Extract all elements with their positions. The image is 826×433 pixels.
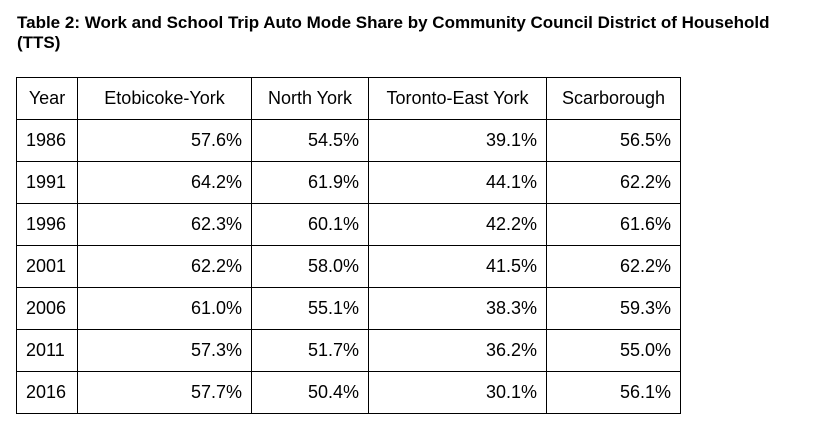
cell-scarborough: 61.6%: [546, 203, 681, 246]
header-toronto-east-york: Toronto-East York: [368, 77, 547, 120]
table-row: 2001 62.2% 58.0% 41.5% 62.2%: [16, 245, 681, 288]
cell-etobicoke-york: 61.0%: [77, 287, 252, 330]
table-title: Table 2: Work and School Trip Auto Mode …: [17, 13, 770, 52]
cell-scarborough: 62.2%: [546, 245, 681, 288]
cell-toronto-east-york: 39.1%: [368, 119, 547, 162]
cell-year: 1996: [16, 203, 78, 246]
cell-scarborough: 55.0%: [546, 329, 681, 372]
cell-scarborough: 59.3%: [546, 287, 681, 330]
table-header-row: Year Etobicoke-York North York Toronto-E…: [16, 77, 681, 120]
table-row: 1996 62.3% 60.1% 42.2% 61.6%: [16, 203, 681, 246]
cell-north-york: 58.0%: [251, 245, 369, 288]
cell-etobicoke-york: 57.6%: [77, 119, 252, 162]
cell-toronto-east-york: 41.5%: [368, 245, 547, 288]
cell-etobicoke-york: 57.3%: [77, 329, 252, 372]
cell-year: 2006: [16, 287, 78, 330]
header-etobicoke-york: Etobicoke-York: [77, 77, 252, 120]
cell-north-york: 55.1%: [251, 287, 369, 330]
header-north-york: North York: [251, 77, 369, 120]
table-row: 1986 57.6% 54.5% 39.1% 56.5%: [16, 119, 681, 162]
table-row: 2016 57.7% 50.4% 30.1% 56.1%: [16, 371, 681, 414]
cell-year: 2001: [16, 245, 78, 288]
cell-north-york: 51.7%: [251, 329, 369, 372]
cell-etobicoke-york: 57.7%: [77, 371, 252, 414]
cell-scarborough: 56.5%: [546, 119, 681, 162]
mode-share-table: Year Etobicoke-York North York Toronto-E…: [16, 77, 681, 414]
cell-etobicoke-york: 62.2%: [77, 245, 252, 288]
cell-north-york: 54.5%: [251, 119, 369, 162]
cell-toronto-east-york: 42.2%: [368, 203, 547, 246]
cell-scarborough: 62.2%: [546, 161, 681, 204]
table-row: 2011 57.3% 51.7% 36.2% 55.0%: [16, 329, 681, 372]
cell-scarborough: 56.1%: [546, 371, 681, 414]
cell-toronto-east-york: 30.1%: [368, 371, 547, 414]
header-year: Year: [16, 77, 78, 120]
header-scarborough: Scarborough: [546, 77, 681, 120]
cell-toronto-east-york: 36.2%: [368, 329, 547, 372]
table-row: 2006 61.0% 55.1% 38.3% 59.3%: [16, 287, 681, 330]
table-row: 1991 64.2% 61.9% 44.1% 62.2%: [16, 161, 681, 204]
cell-north-york: 50.4%: [251, 371, 369, 414]
cell-etobicoke-york: 62.3%: [77, 203, 252, 246]
cell-toronto-east-york: 38.3%: [368, 287, 547, 330]
cell-north-york: 60.1%: [251, 203, 369, 246]
cell-year: 1991: [16, 161, 78, 204]
cell-toronto-east-york: 44.1%: [368, 161, 547, 204]
cell-year: 1986: [16, 119, 78, 162]
cell-year: 2016: [16, 371, 78, 414]
cell-north-york: 61.9%: [251, 161, 369, 204]
cell-year: 2011: [16, 329, 78, 372]
cell-etobicoke-york: 64.2%: [77, 161, 252, 204]
